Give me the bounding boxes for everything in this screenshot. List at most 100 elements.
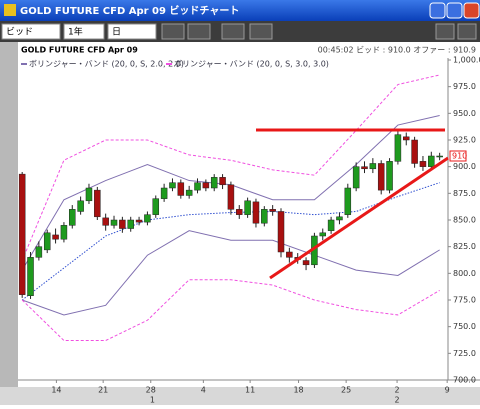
candle-body (69, 209, 76, 226)
candle-body (202, 182, 210, 189)
window-title: GOLD FUTURE CFD Apr 09 ビッドチャート (20, 4, 239, 17)
candle-body (43, 232, 51, 251)
candle-body (361, 166, 368, 170)
close-button[interactable] (463, 2, 480, 19)
period-select[interactable] (63, 23, 105, 40)
candle-body (18, 173, 26, 295)
candle-body (60, 225, 68, 240)
x-tick-label: 18 (293, 386, 303, 395)
interval-select[interactable] (107, 23, 157, 40)
y-tick-label: 800.0 (453, 269, 476, 278)
candle-body (194, 182, 201, 191)
candle-body (144, 214, 151, 223)
interval: 日 (112, 27, 121, 38)
y-tick-label: 900.0 (453, 162, 476, 171)
candle-body (436, 155, 443, 158)
candle-body (85, 187, 93, 202)
candle-body (386, 161, 393, 191)
title-bar (0, 0, 480, 21)
candle-body (135, 219, 143, 223)
candle-body (344, 187, 352, 215)
candle-body (302, 260, 310, 266)
candle-body (244, 200, 251, 215)
candle-body (35, 246, 43, 258)
candle-body (177, 182, 185, 196)
y-tick-label: 725.0 (453, 349, 476, 358)
y-tick-label: 875.0 (453, 189, 476, 198)
x-tick-label: 14 (51, 386, 61, 395)
candle-body (152, 198, 160, 215)
candle-body (169, 182, 176, 189)
x-tick-label: 4 (201, 386, 206, 395)
last-price-box (449, 150, 467, 162)
last-price-label: 910 (452, 152, 467, 161)
price-type-select[interactable] (1, 23, 61, 40)
tool-button[interactable] (161, 23, 185, 40)
y-tick-label: 850.0 (453, 216, 476, 225)
candle-body (269, 209, 276, 212)
candle-body (336, 216, 343, 221)
tool-button[interactable] (249, 23, 273, 40)
y-tick-label: 950.0 (453, 109, 476, 118)
bollinger-band (22, 230, 440, 316)
candle-body (261, 209, 268, 224)
candle-body (277, 211, 285, 253)
maximize-button[interactable] (446, 2, 463, 19)
bollinger-band (21, 74, 440, 261)
month-label: 2 (395, 396, 400, 405)
minimize-button[interactable] (429, 2, 446, 19)
candle-body (394, 134, 402, 162)
candle-body (127, 219, 134, 229)
legend-label: ボリンジャー・バンド (20, 0, S, 2.0, 2.0) (29, 60, 184, 69)
candle-body (419, 161, 427, 167)
candle-body (27, 257, 34, 296)
y-tick-label: 775.0 (453, 296, 476, 305)
tool-button[interactable] (187, 23, 211, 40)
candle-body (102, 217, 109, 226)
bollinger-band (21, 279, 440, 342)
candle-body (210, 177, 218, 189)
x-tick-label: 11 (245, 386, 255, 395)
trend-line (269, 156, 449, 280)
candle-body (227, 184, 235, 210)
tool-button[interactable] (221, 23, 245, 40)
candle-body (160, 187, 168, 199)
x-tick-label: 9 (445, 386, 450, 395)
y-tick-label: 925.0 (453, 136, 476, 145)
candle-body (94, 189, 101, 218)
candle-body (352, 166, 360, 189)
tool-button[interactable] (435, 23, 455, 40)
candle-body (286, 251, 293, 258)
candle-body (77, 200, 84, 212)
candle-body (319, 232, 327, 237)
candle-body (369, 163, 377, 170)
price-type: ビッド (6, 27, 33, 38)
candle-body (219, 177, 226, 186)
candle-body (428, 155, 435, 167)
bollinger-band (21, 182, 440, 301)
legend-label: ボリンジャー・バンド (20, 0, S, 3.0, 3.0) (174, 60, 329, 69)
candle-body (110, 219, 118, 226)
candle-body (52, 234, 59, 240)
x-tick-label: 28 (146, 386, 156, 395)
month-label: 1 (150, 396, 155, 405)
y-tick-label: 975.0 (453, 82, 476, 91)
quote: 00:45:02 ビッド : 910.0 オファー : 910.9 (318, 46, 476, 55)
candle-body (252, 201, 260, 224)
candle-body (377, 163, 385, 191)
y-tick-label: 700.0 (453, 376, 476, 385)
app-icon (4, 4, 16, 16)
candle-body (236, 209, 243, 215)
y-tick-label: 1,000.0 (453, 56, 480, 65)
y-tick-label: 750.0 (453, 322, 476, 331)
x-tick-label: 25 (341, 386, 351, 395)
y-tick-label: 825.0 (453, 242, 476, 251)
candle-body (403, 136, 410, 141)
x-tick-label: 2 (395, 386, 400, 395)
side-panel (0, 42, 18, 387)
x-tick-label: 21 (98, 386, 108, 395)
candle-body (411, 139, 418, 164)
tool-button[interactable] (457, 23, 477, 40)
candle-body (185, 189, 193, 196)
